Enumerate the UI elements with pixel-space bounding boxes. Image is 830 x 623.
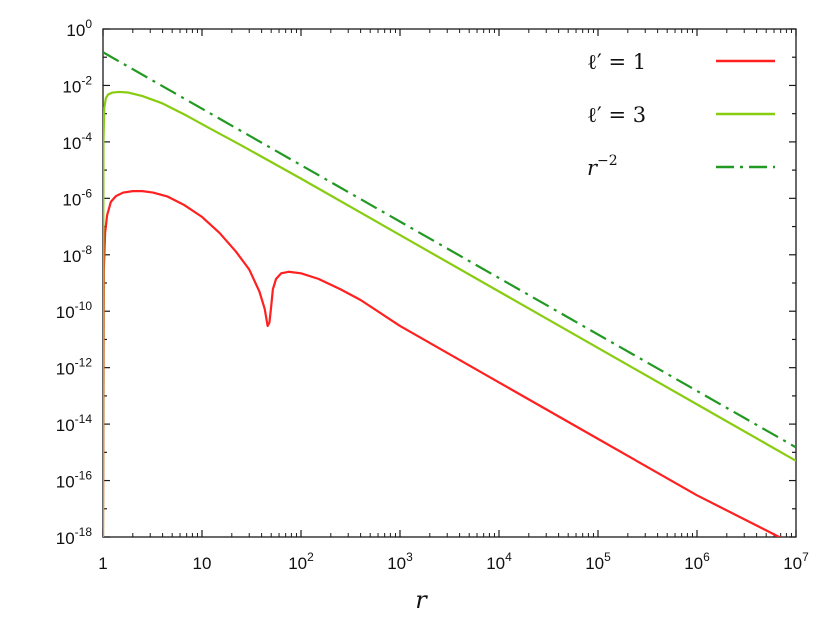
y-tick-label: 10-2 bbox=[62, 73, 92, 96]
x-tick-label: 107 bbox=[783, 550, 809, 573]
legend: ℓ′ = 1 ℓ′ = 3 r−2 bbox=[587, 50, 775, 180]
legend-label: ℓ′ = 1 bbox=[587, 50, 646, 74]
series-lines bbox=[103, 51, 796, 537]
plot-frame bbox=[102, 28, 797, 538]
series-line-1 bbox=[103, 190, 782, 537]
y-tick-label: 10-10 bbox=[56, 299, 93, 322]
x-tick-label: 104 bbox=[486, 550, 512, 573]
x-axis-label: r bbox=[415, 586, 428, 614]
y-tick-label: 10-4 bbox=[62, 130, 92, 153]
x-tick-label: 102 bbox=[288, 550, 314, 573]
x-tick-labels: 1 10 102 103 104 105 106 107 bbox=[98, 550, 809, 573]
tick-marks bbox=[102, 28, 797, 538]
y-tick-label: 10-14 bbox=[56, 412, 93, 435]
x-tick-label: 10 bbox=[193, 554, 212, 573]
x-tick-label: 105 bbox=[585, 550, 611, 573]
series-line-3 bbox=[103, 51, 796, 449]
y-tick-label: 10-18 bbox=[56, 525, 93, 548]
y-tick-label: 10-6 bbox=[62, 186, 92, 209]
x-tick-label: 106 bbox=[684, 550, 710, 573]
legend-label: ℓ′ = 3 bbox=[587, 103, 646, 127]
legend-label: r−2 bbox=[587, 153, 618, 180]
y-tick-label: 100 bbox=[66, 17, 92, 40]
x-tick-label: 103 bbox=[387, 550, 413, 573]
series-line-2 bbox=[103, 90, 796, 537]
x-tick-label: 1 bbox=[98, 554, 107, 573]
y-tick-label: 10-16 bbox=[56, 469, 93, 492]
y-tick-label: 10-8 bbox=[62, 243, 92, 266]
y-tick-labels: 100 10-2 10-4 10-6 10-8 10-10 10-12 10-14 10-16 1… bbox=[56, 17, 93, 548]
y-tick-label: 10-12 bbox=[56, 356, 93, 379]
